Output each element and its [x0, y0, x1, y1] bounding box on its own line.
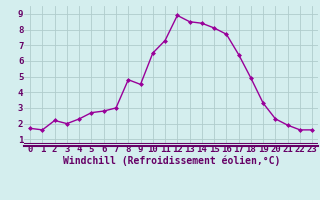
X-axis label: Windchill (Refroidissement éolien,°C): Windchill (Refroidissement éolien,°C) [62, 155, 280, 166]
